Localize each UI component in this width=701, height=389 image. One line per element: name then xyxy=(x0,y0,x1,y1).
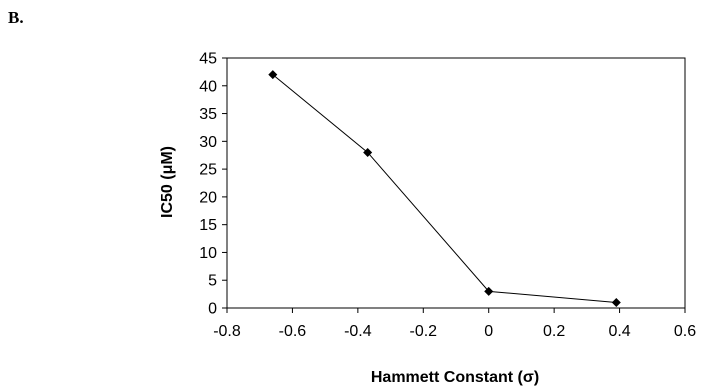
y-tick-label: 10 xyxy=(199,245,217,262)
y-tick-label: 5 xyxy=(208,273,217,290)
plot-frame xyxy=(226,57,686,309)
data-point-diamond xyxy=(363,147,373,157)
y-tick-label: 15 xyxy=(199,217,217,234)
x-tick-label: 0.6 xyxy=(674,323,696,340)
x-axis-title: Hammett Constant (σ) xyxy=(371,369,539,386)
x-tick-label: 0 xyxy=(484,323,493,340)
data-point-diamond xyxy=(611,297,621,307)
x-tick-label: 0.4 xyxy=(608,323,630,340)
y-tick-label: 0 xyxy=(208,301,217,318)
x-tick-label: -0.2 xyxy=(409,323,437,340)
y-tick-label: 40 xyxy=(199,78,217,95)
y-tick-label: 35 xyxy=(199,106,217,123)
data-point-diamond xyxy=(268,70,278,80)
plot-area: 0 5 10 15 20 25 30 35 40 45 -0.8 -0.6 -0.4 -0.2 0 0.2 0.… xyxy=(199,51,696,341)
x-tick-label: -0.6 xyxy=(279,323,307,340)
x-tick-label: -0.8 xyxy=(213,323,241,340)
series-line xyxy=(272,74,617,303)
y-tick-label: 20 xyxy=(199,189,217,206)
panel-label: B. xyxy=(8,8,24,27)
data-point-diamond xyxy=(484,286,494,296)
y-tick-label: 25 xyxy=(199,162,217,179)
y-tick-label: 30 xyxy=(199,134,217,151)
x-tick-label: -0.4 xyxy=(344,323,372,340)
y-axis-title: IC50 (μM) xyxy=(159,146,176,218)
x-tick-label: 0.2 xyxy=(543,323,565,340)
y-tick-label: 45 xyxy=(199,51,217,68)
